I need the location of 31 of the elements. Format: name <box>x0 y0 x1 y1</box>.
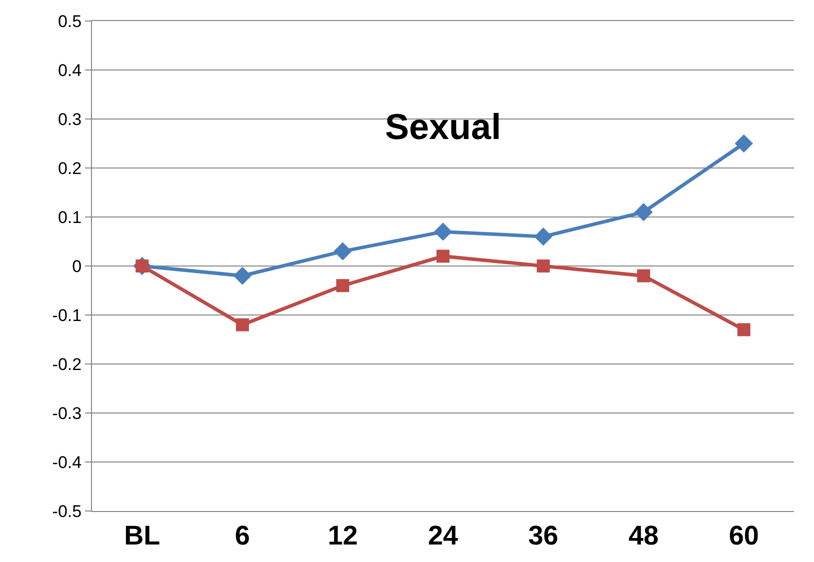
y-tick-label: -0.3 <box>52 404 82 423</box>
point <box>536 260 550 272</box>
point <box>534 228 552 246</box>
point <box>436 250 450 263</box>
point <box>336 279 350 292</box>
y-tick-label: 0 <box>72 256 82 276</box>
y-tick-label: -0.2 <box>52 354 82 374</box>
point <box>334 242 352 260</box>
point <box>434 222 452 241</box>
x-tick-label: 48 <box>628 520 659 550</box>
point <box>637 269 650 282</box>
text: Sexual <box>385 106 502 147</box>
x-tick-label: 60 <box>728 520 759 550</box>
y-tick-label: -0.5 <box>52 502 82 521</box>
x-tick-label: 6 <box>234 520 250 550</box>
y-tick-label: -0.4 <box>52 452 82 472</box>
y-tick-label: 0.4 <box>58 60 82 80</box>
point <box>233 266 252 285</box>
point <box>634 203 653 222</box>
y-tick-label: -0.1 <box>52 306 82 325</box>
x-tick-label: 12 <box>328 520 358 550</box>
y-tick-label: 0.2 <box>58 158 82 178</box>
point <box>734 134 753 153</box>
y-tick-label: 0.1 <box>58 208 82 227</box>
x-tick-label: 36 <box>528 520 558 550</box>
point <box>737 323 750 336</box>
point <box>236 318 249 332</box>
x-tick-label: 24 <box>428 520 458 550</box>
y-tick-label: 0.5 <box>58 12 82 31</box>
x-tick-label: BL <box>124 520 160 550</box>
y-tick-label: 0.3 <box>58 110 82 129</box>
